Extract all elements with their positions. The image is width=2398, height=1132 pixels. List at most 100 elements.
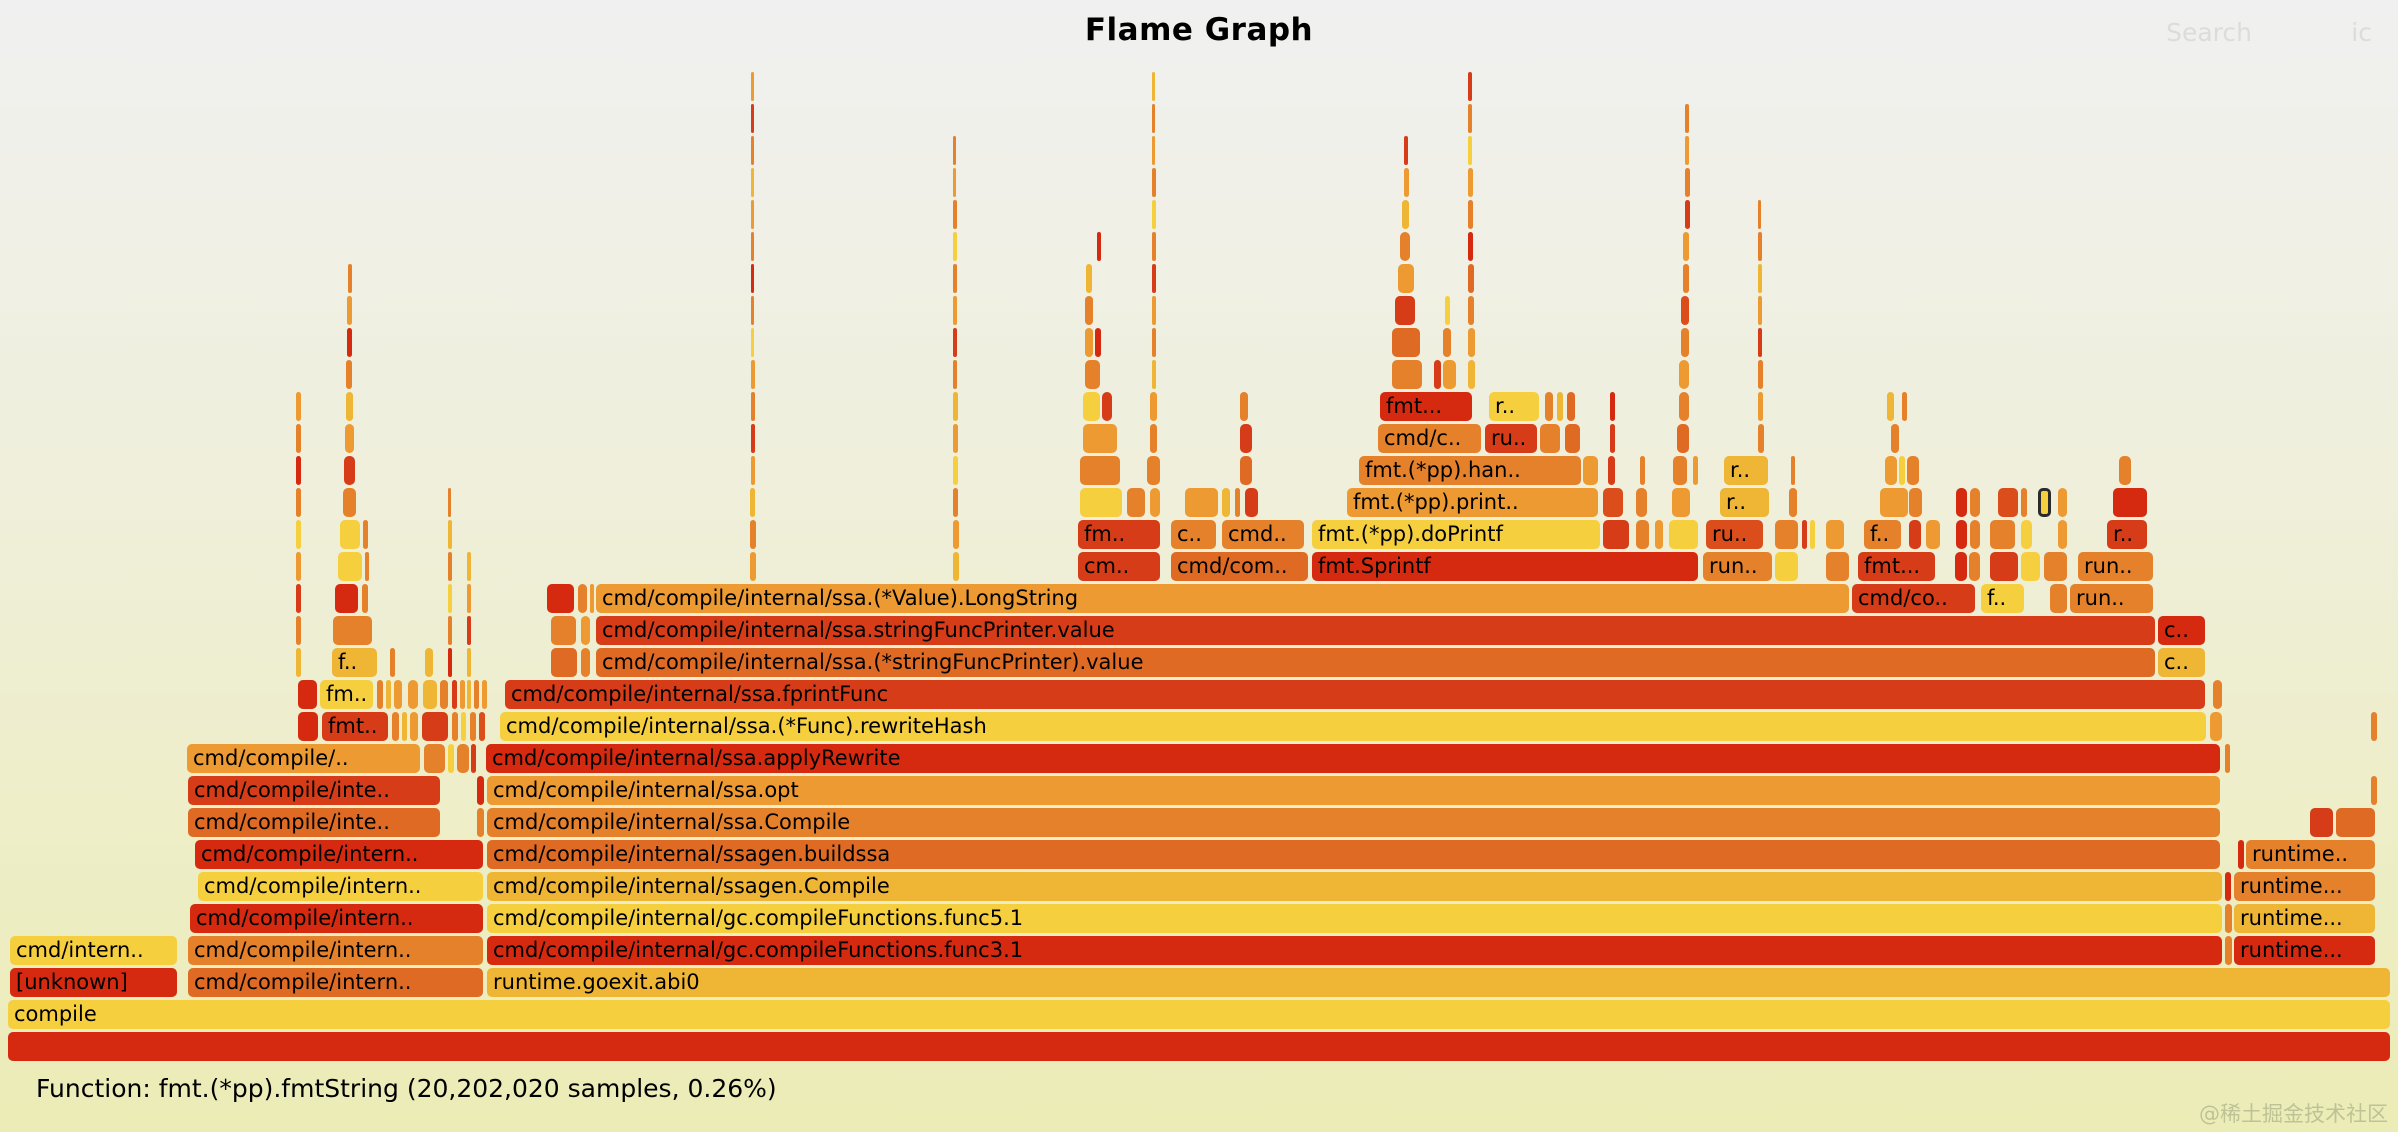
flame-frame-small[interactable]	[440, 680, 448, 709]
flame-frame-small[interactable]	[1404, 136, 1408, 165]
flame-frame-small[interactable]	[1902, 392, 1907, 421]
flame-frame-small[interactable]	[346, 392, 353, 421]
flame-frame[interactable]: compile	[8, 1000, 2390, 1029]
flame-frame-small[interactable]	[2050, 584, 2067, 613]
flame-frame-small[interactable]	[479, 712, 485, 741]
flame-frame[interactable]: f..	[1981, 584, 2024, 613]
flame-frame-small[interactable]	[1395, 296, 1415, 325]
flame-frame-small[interactable]	[1540, 424, 1560, 453]
flame-frame-small[interactable]	[2119, 456, 2131, 485]
flame-frame-small[interactable]	[467, 552, 471, 581]
flame-frame-small[interactable]	[1685, 168, 1690, 197]
flame-frame-small[interactable]	[547, 584, 574, 613]
flame-frame-small[interactable]	[1802, 520, 1807, 549]
flame-frame-small[interactable]	[346, 360, 352, 389]
flame-frame-small[interactable]	[1685, 104, 1689, 133]
flame-frame-small[interactable]	[1636, 520, 1649, 549]
flame-frame-small[interactable]	[1240, 392, 1248, 421]
flame-frame-small[interactable]	[1998, 488, 2018, 517]
flame-frame[interactable]: c..	[2158, 648, 2205, 677]
flame-frame-small[interactable]	[2225, 872, 2231, 901]
flame-frame-small[interactable]	[1083, 424, 1117, 453]
flame-frame-small[interactable]	[1990, 552, 2018, 581]
flame-frame[interactable]: cmd/compile/inte..	[188, 808, 440, 837]
flame-frame-small[interactable]	[953, 328, 957, 357]
flame-frame[interactable]: cmd/compile/intern..	[195, 840, 483, 869]
flame-frame-small[interactable]	[477, 776, 484, 805]
flame-frame[interactable]: cm..	[1078, 552, 1160, 581]
flame-frame-small[interactable]	[953, 264, 957, 293]
flame-frame[interactable]: c..	[2158, 616, 2205, 645]
flame-frame-small[interactable]	[1468, 136, 1472, 165]
flame-frame-small[interactable]	[2021, 488, 2027, 517]
flame-frame-small[interactable]	[424, 744, 445, 773]
flame-frame-small[interactable]	[298, 712, 318, 741]
flame-frame-small[interactable]	[1583, 456, 1598, 485]
flame-frame-small[interactable]	[1990, 520, 2015, 549]
flame-frame[interactable]: runtime...	[2234, 936, 2375, 965]
flame-frame-small[interactable]	[1152, 104, 1155, 133]
flame-frame-small[interactable]	[2310, 808, 2333, 837]
flame-frame[interactable]: cmd/compile/intern..	[190, 904, 483, 933]
flame-frame-small[interactable]	[1222, 488, 1230, 517]
flame-frame-small[interactable]	[1758, 232, 1762, 261]
flame-frame-small[interactable]	[1909, 520, 1921, 549]
flame-frame-small[interactable]	[2058, 488, 2067, 517]
flame-frame[interactable]: cmd/compile/internal/gc.compileFunctions…	[487, 936, 2222, 965]
flame-frame-small[interactable]	[1468, 296, 1474, 325]
flame-frame-small[interactable]	[461, 712, 466, 741]
flame-frame-small[interactable]	[1681, 328, 1689, 357]
flame-frame-small[interactable]	[1085, 328, 1093, 357]
flame-frame-small[interactable]	[408, 680, 418, 709]
flame-frame[interactable]: fmt.(*pp).print..	[1347, 488, 1598, 517]
flame-frame[interactable]: fm..	[320, 680, 373, 709]
flame-frame-small[interactable]	[1672, 488, 1690, 517]
flame-frame-small[interactable]	[1887, 392, 1894, 421]
flame-frame-small[interactable]	[1095, 328, 1101, 357]
flame-frame-small[interactable]	[1152, 72, 1155, 101]
flame-frame-small[interactable]	[482, 680, 487, 709]
flame-frame-small[interactable]	[750, 520, 756, 549]
flame-frame-small[interactable]	[1402, 200, 1409, 229]
flame-frame-small[interactable]	[1956, 520, 1967, 549]
flame-frame-small[interactable]	[457, 744, 469, 773]
flame-frame-small[interactable]	[1679, 392, 1689, 421]
flame-frame-small[interactable]	[1758, 264, 1762, 293]
flame-frame-small[interactable]	[1468, 360, 1475, 389]
flame-frame-small[interactable]	[1669, 520, 1698, 549]
flame-frame-small[interactable]	[953, 360, 957, 389]
flame-frame[interactable]: cmd/compile/intern..	[188, 936, 483, 965]
flame-frame-small[interactable]	[347, 328, 352, 357]
flame-frame-small[interactable]	[1826, 520, 1844, 549]
flame-frame-small[interactable]	[8, 1032, 2390, 1061]
flame-frame-small[interactable]	[1085, 296, 1093, 325]
flame-frame[interactable]: run..	[2078, 552, 2153, 581]
flame-frame-small[interactable]	[452, 712, 458, 741]
flame-frame-small[interactable]	[1083, 392, 1100, 421]
flame-frame-small[interactable]	[1080, 456, 1120, 485]
flame-frame[interactable]: cmd/co..	[1852, 584, 1975, 613]
flame-frame-small[interactable]	[2336, 808, 2375, 837]
flame-frame[interactable]: f..	[1864, 520, 1901, 549]
flame-frame-small[interactable]	[1693, 456, 1698, 485]
flame-frame[interactable]: cmd/intern..	[10, 936, 177, 965]
flame-frame-small[interactable]	[953, 392, 958, 421]
flame-frame-small[interactable]	[551, 616, 576, 645]
flame-frame[interactable]: cmd..	[1222, 520, 1304, 549]
flame-frame-small[interactable]	[347, 296, 352, 325]
flame-frame-small[interactable]	[1085, 360, 1100, 389]
flame-frame-small[interactable]	[477, 808, 484, 837]
flame-frame[interactable]: fmt..	[322, 712, 388, 741]
flame-frame-small[interactable]	[751, 104, 754, 133]
flame-frame[interactable]: cmd/compile/internal/ssa.Compile	[487, 808, 2220, 837]
flame-frame-small[interactable]	[1955, 552, 1967, 581]
flame-frame-small[interactable]	[296, 456, 301, 485]
flame-frame-small[interactable]	[1758, 328, 1762, 357]
flame-frame[interactable]: cmd/compile/internal/ssa.stringFuncPrint…	[596, 616, 2155, 645]
flame-frame-small[interactable]	[471, 744, 476, 773]
flame-frame-small[interactable]	[296, 392, 301, 421]
flame-frame-small[interactable]	[2210, 712, 2222, 741]
flame-frame-small[interactable]	[448, 616, 452, 645]
flame-frame-small[interactable]	[1758, 200, 1761, 229]
flame-frame[interactable]: fmt...	[1380, 392, 1472, 421]
